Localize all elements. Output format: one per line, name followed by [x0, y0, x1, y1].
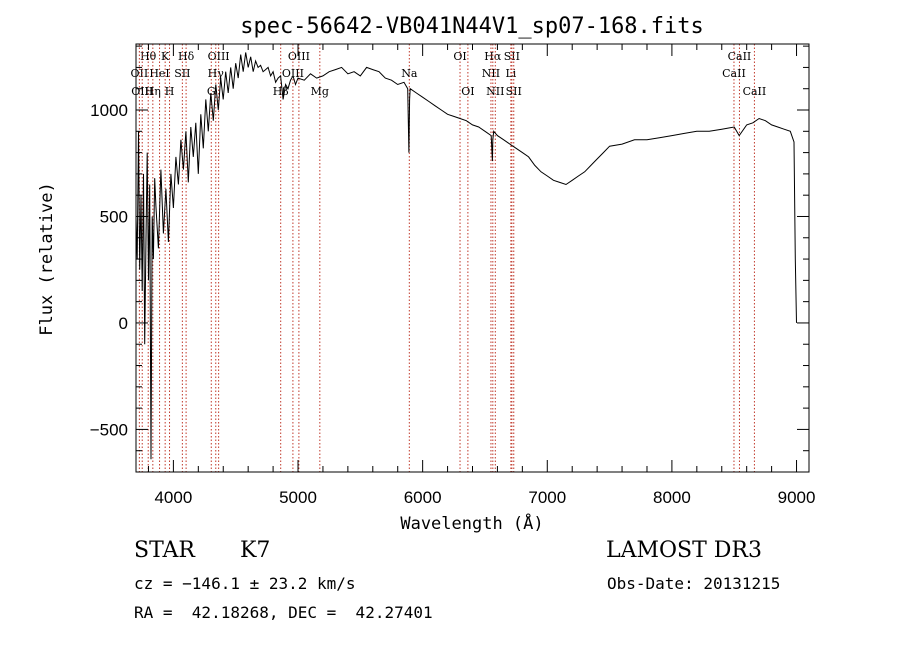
spectral-line-label: OI	[453, 50, 466, 63]
spectral-line-label: Hα	[484, 50, 502, 63]
spectral-line-label: Hδ	[178, 50, 195, 63]
spectral-line-label: Hγ	[208, 67, 225, 80]
x-tick-label: 4000	[154, 488, 192, 507]
spectral-line-label: Na	[401, 67, 418, 80]
spectral-line-label: OI	[461, 85, 474, 98]
spectral-line-label: SII	[504, 50, 520, 63]
x-tick-label: 9000	[778, 488, 816, 507]
spectral-line-label: OIII	[288, 50, 310, 63]
object-subclass: K7	[240, 538, 271, 563]
spectral-line-label: SII	[506, 85, 522, 98]
spectral-line-label: CaII	[728, 50, 752, 63]
spectral-line-label: HeI	[149, 67, 169, 80]
spectral-line-label: CaII	[743, 85, 767, 98]
redshift-value: cz = −146.1 ± 23.2 km/s	[134, 574, 356, 593]
spectral-line-label: K	[161, 50, 170, 63]
spectral-line-label: NII	[486, 85, 504, 98]
spectral-line-label: OIII	[208, 50, 230, 63]
y-tick-label: −500	[90, 420, 128, 439]
y-tick-label: 1000	[90, 101, 128, 120]
object-class: STAR	[134, 538, 195, 563]
observation-date: Obs-Date: 20131215	[607, 574, 781, 593]
survey-name: LAMOST DR3	[606, 538, 762, 563]
spectral-line-label: OII	[131, 67, 149, 80]
x-tick-label: 6000	[404, 488, 442, 507]
y-tick-label: 500	[100, 207, 128, 226]
spectral-line-label: Li	[505, 67, 516, 80]
sky-coordinates: RA = 42.18268, DEC = 42.27401	[134, 603, 433, 622]
y-axis-label: Flux (relative)	[37, 182, 57, 336]
spectral-line-label: Mg	[311, 85, 329, 98]
spectral-line-label: G	[207, 85, 216, 98]
y-tick-label: 0	[119, 314, 128, 333]
spectral-line-label: SII	[174, 67, 190, 80]
spectral-line-label: OIII	[282, 67, 304, 80]
plot-frame	[135, 43, 810, 473]
flux-series-line	[135, 52, 797, 460]
spectral-line-label: Hθ	[140, 50, 157, 63]
x-tick-label: 8000	[653, 488, 691, 507]
spectral-line-label: H	[165, 85, 175, 98]
x-tick-label: 7000	[528, 488, 566, 507]
axis-ticks: 4000 5000 6000 7000 8000 9000 −500 0 500 1000	[90, 44, 816, 507]
x-axis-label: Wavelength (Å)	[400, 512, 543, 534]
spectral-line-label: NII	[482, 67, 500, 80]
spectral-line-label: Hβ	[273, 85, 289, 98]
spectral-line-label: Hη	[145, 85, 161, 98]
x-tick-label: 5000	[279, 488, 317, 507]
chart-title: spec-56642-VB041N44V1_sp07-168.fits	[240, 14, 704, 39]
spectral-line-label: CaII	[722, 67, 746, 80]
